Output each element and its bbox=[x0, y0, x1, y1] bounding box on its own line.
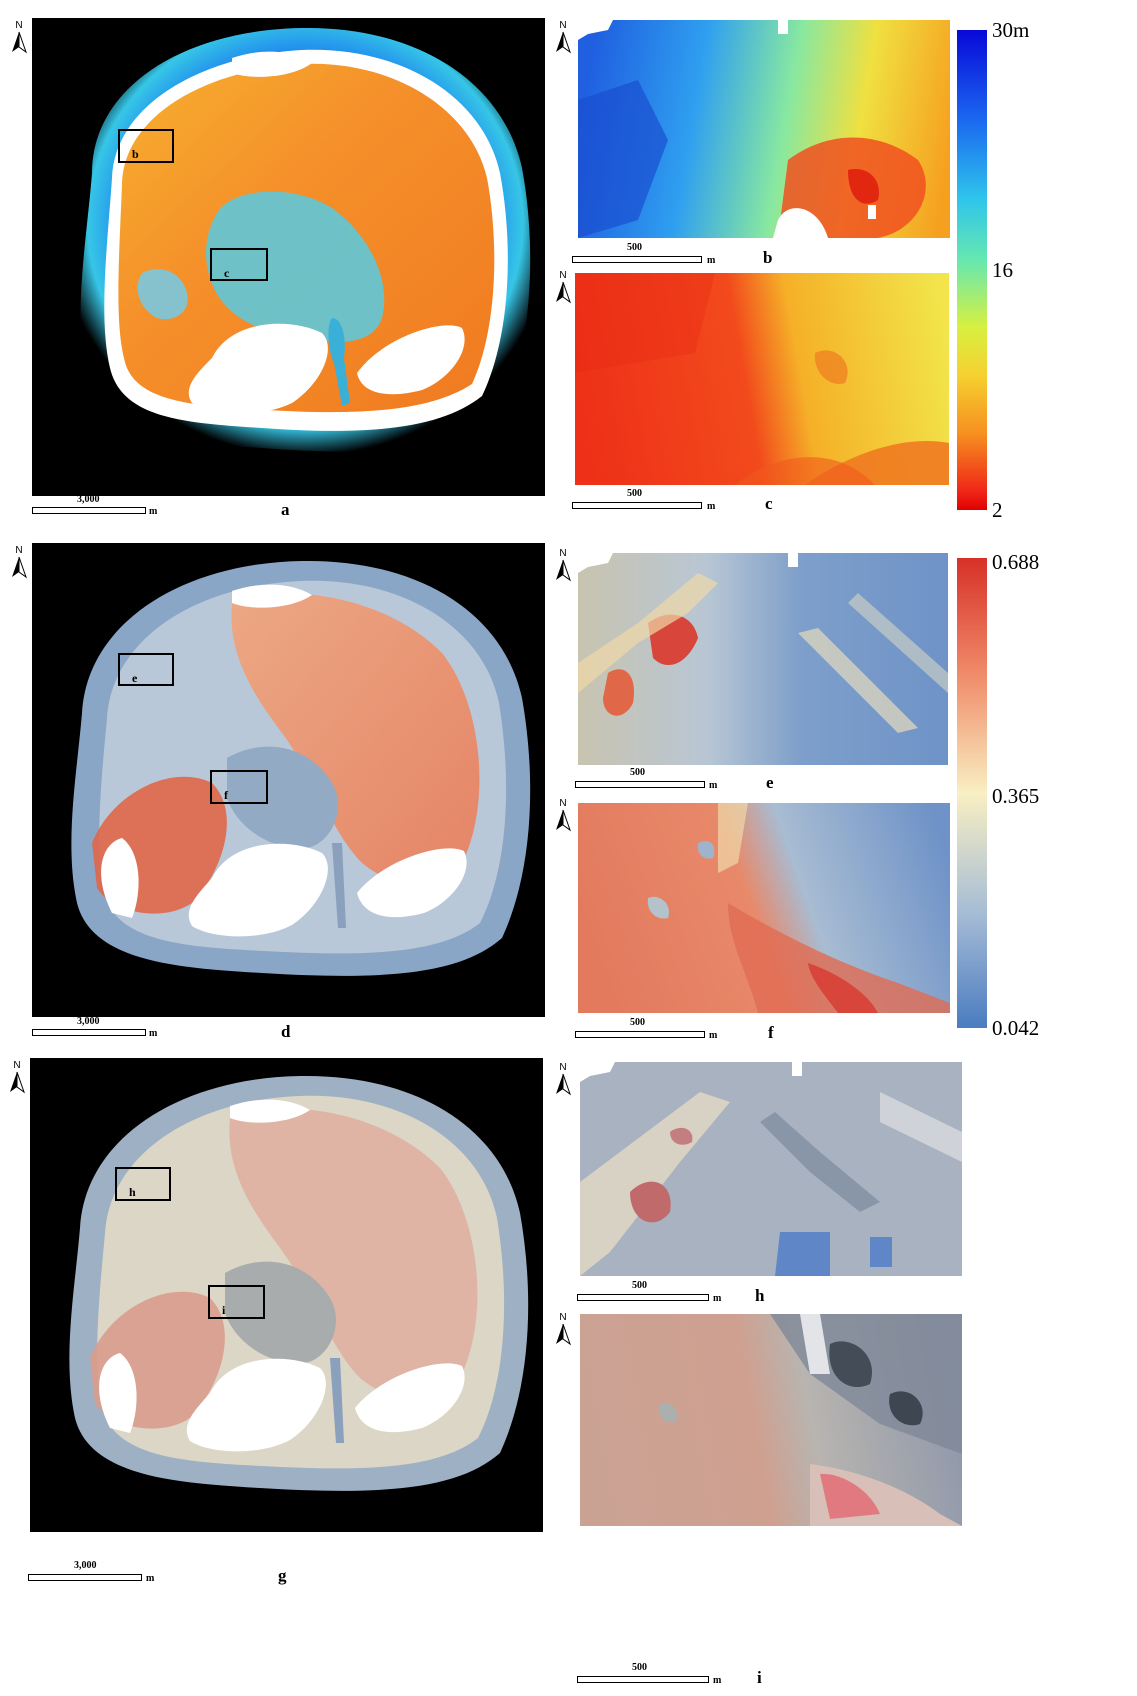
zoom-box-h: h bbox=[115, 1167, 171, 1201]
panel-label-e: e bbox=[766, 773, 774, 792]
scale-bar-h bbox=[577, 1294, 709, 1301]
panel-label-d: d bbox=[281, 1022, 291, 1041]
scale-value-h: 500 bbox=[632, 1280, 647, 1291]
scale-unit-h: m bbox=[713, 1293, 722, 1304]
scale-value-f: 500 bbox=[630, 1017, 645, 1028]
north-arrow-icon: N bbox=[6, 1060, 28, 1094]
legend-index-max: 0.688 bbox=[992, 550, 1040, 574]
inset-map-i bbox=[580, 1314, 962, 1526]
legend-index-min: 0.042 bbox=[992, 1016, 1040, 1040]
north-arrow-icon: N bbox=[552, 20, 574, 54]
panel-label-f: f bbox=[768, 1023, 774, 1042]
north-arrow-icon: N bbox=[552, 1312, 574, 1346]
north-arrow-icon: N bbox=[552, 548, 574, 582]
scale-value-d: 3,000 bbox=[77, 1016, 100, 1027]
legend-depth-max: 30m bbox=[992, 18, 1030, 42]
north-arrow-icon: N bbox=[552, 270, 574, 304]
scale-unit-d: m bbox=[149, 1028, 158, 1039]
panel-label-b: b bbox=[763, 248, 773, 267]
north-arrow-icon: N bbox=[552, 1062, 574, 1096]
zoom-box-c: c bbox=[210, 248, 268, 281]
legend-depth-min: 2 bbox=[992, 498, 1003, 522]
panel-label-i: i bbox=[757, 1668, 762, 1687]
scale-bar-b bbox=[572, 256, 702, 263]
scale-unit-c: m bbox=[707, 501, 716, 512]
scale-unit-b: m bbox=[707, 255, 716, 266]
zoom-box-b: b bbox=[118, 129, 174, 163]
scale-unit-e: m bbox=[709, 780, 718, 791]
north-arrow-icon: N bbox=[552, 798, 574, 832]
scale-value-b: 500 bbox=[627, 242, 642, 253]
scale-bar-e bbox=[575, 781, 705, 788]
north-arrow-icon: N bbox=[8, 545, 30, 579]
legend-index-mid: 0.365 bbox=[992, 784, 1040, 808]
scale-bar-f bbox=[575, 1031, 705, 1038]
legend-index-colorbar bbox=[957, 558, 987, 1028]
map-d bbox=[32, 543, 545, 1017]
scale-unit-a: m bbox=[149, 506, 158, 517]
legend-depth-mid: 16 bbox=[992, 258, 1013, 282]
scale-bar-i bbox=[577, 1676, 709, 1683]
north-arrow-icon: N bbox=[8, 20, 30, 54]
panel-label-h: h bbox=[755, 1286, 765, 1305]
map-g bbox=[30, 1058, 543, 1532]
inset-map-e bbox=[578, 553, 948, 765]
inset-map-f bbox=[578, 803, 950, 1013]
scale-value-a: 3,000 bbox=[77, 494, 100, 505]
scale-bar-a bbox=[32, 507, 146, 514]
scale-value-e: 500 bbox=[630, 767, 645, 778]
inset-map-h bbox=[580, 1062, 962, 1276]
panel-label-g: g bbox=[278, 1566, 287, 1585]
map-a bbox=[32, 18, 545, 496]
scale-bar-d bbox=[32, 1029, 146, 1036]
scale-value-g: 3,000 bbox=[74, 1560, 97, 1571]
scale-unit-f: m bbox=[709, 1030, 718, 1041]
zoom-box-f: f bbox=[210, 770, 268, 804]
scale-unit-i: m bbox=[713, 1675, 722, 1686]
panel-label-a: a bbox=[281, 500, 290, 519]
scale-unit-g: m bbox=[146, 1573, 155, 1584]
zoom-box-e: e bbox=[118, 653, 174, 686]
scale-value-c: 500 bbox=[627, 488, 642, 499]
legend-depth-colorbar bbox=[957, 30, 987, 510]
zoom-box-i: i bbox=[208, 1285, 265, 1319]
scale-value-i: 500 bbox=[632, 1662, 647, 1673]
scale-bar-c bbox=[572, 502, 702, 509]
scale-bar-g bbox=[28, 1574, 142, 1581]
inset-map-c bbox=[575, 273, 949, 485]
panel-label-c: c bbox=[765, 494, 773, 513]
inset-map-b bbox=[578, 20, 950, 238]
